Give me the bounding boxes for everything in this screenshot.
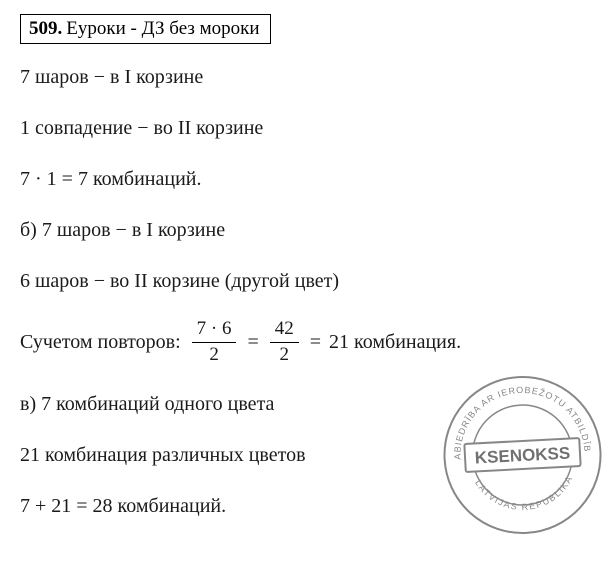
text-line-6: Сучетом повторов: 7 · 6 2 = 42 2 = 21 ко… xyxy=(20,319,596,366)
document-content: 509. Еуроки - ДЗ без мороки 7 шаров − в … xyxy=(20,14,596,519)
fraction-1-denominator: 2 xyxy=(204,343,224,366)
equals-1: = xyxy=(247,329,258,355)
text-line-5: 6 шаров − во II корзине (другой цвет) xyxy=(20,268,596,294)
exercise-number: 509. xyxy=(29,18,62,39)
line6-prefix: Сучетом повторов: xyxy=(20,329,181,355)
text-line-1: 7 шаров − в I корзине xyxy=(20,64,596,90)
text-line-7: в) 7 комбинаций одного цвета xyxy=(20,391,596,417)
text-line-4: б) 7 шаров − в I корзине xyxy=(20,217,596,243)
fraction-1-numerator: 7 · 6 xyxy=(192,319,237,343)
exercise-header: 509. Еуроки - ДЗ без мороки xyxy=(20,14,271,44)
exercise-title: Еуроки - ДЗ без мороки xyxy=(66,18,259,39)
text-line-3: 7 · 1 = 7 комбинаций. xyxy=(20,166,596,192)
fraction-1: 7 · 6 2 xyxy=(192,319,237,366)
fraction-2-denominator: 2 xyxy=(275,343,295,366)
fraction-2: 42 2 xyxy=(270,319,299,366)
line6-suffix: 21 комбинация. xyxy=(329,329,461,355)
text-line-8: 21 комбинация различных цветов xyxy=(20,442,596,468)
text-line-9: 7 + 21 = 28 комбинаций. xyxy=(20,493,596,519)
text-line-2: 1 совпадение − во II корзине xyxy=(20,115,596,141)
fraction-2-numerator: 42 xyxy=(270,319,299,343)
equals-2: = xyxy=(310,329,321,355)
